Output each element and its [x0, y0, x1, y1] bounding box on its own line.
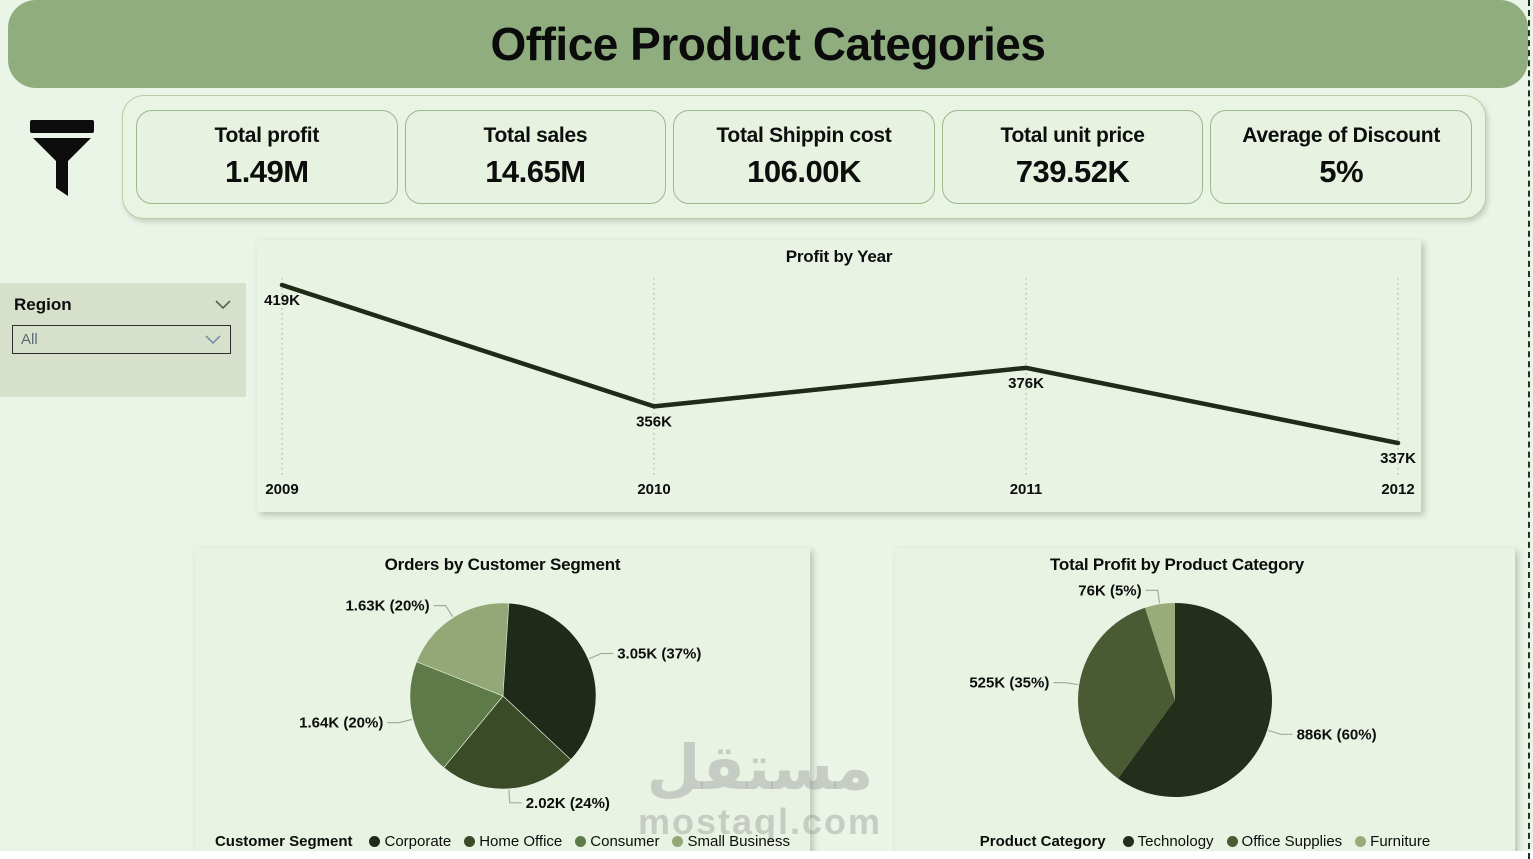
- legend-item-label: Furniture: [1370, 833, 1431, 850]
- legend-color-dot: [464, 836, 476, 847]
- x-axis-tick-label: 2012: [1381, 481, 1414, 498]
- pie-slice-label: 3.05K (37%): [617, 646, 701, 663]
- pie-slice-label: 2.02K (24%): [526, 795, 610, 812]
- legend-item-office-supplies[interactable]: Office Supplies: [1226, 833, 1343, 850]
- legend-title: Customer Segment: [214, 833, 353, 850]
- region-dropdown[interactable]: All: [12, 325, 231, 354]
- kpi-value: 14.65M: [485, 154, 586, 189]
- pie-chart-plot: 886K (60%) 525K (35%) 76K (5%): [969, 582, 1377, 797]
- legend-item-label: Home Office: [479, 833, 563, 850]
- page-selection-dashed-border: [1528, 0, 1530, 859]
- kpi-total-sales: Total sales 14.65M: [404, 110, 667, 204]
- kpi-label: Total sales: [483, 124, 588, 147]
- kpi-total-shipping-cost: Total Shippin cost 106.00K: [673, 110, 935, 204]
- kpi-value: 1.49M: [224, 154, 309, 189]
- pie-slice-label: 76K (5%): [1078, 582, 1141, 599]
- pie-slice-consumer[interactable]: [409, 661, 504, 769]
- profit-by-year-chart[interactable]: Profit by Year 419K 2009 356K 2010 376K 2011 3…: [257, 240, 1421, 512]
- profit-line-series: [279, 282, 1401, 446]
- kpi-label: Average of Discount: [1242, 124, 1441, 147]
- data-label: 356K: [636, 413, 672, 430]
- pie-chart-title: Total Profit by Product Category: [1050, 555, 1304, 574]
- line-chart-title: Profit by Year: [785, 247, 893, 266]
- legend-color-dot: [1122, 836, 1134, 847]
- pie-chart-plot: 3.05K (37%) 2.02K (24%) 1.64K (20%) 1.63K (…: [299, 598, 701, 812]
- legend-item-small-business[interactable]: Small Business: [672, 833, 790, 850]
- kpi-total-unit-price: Total unit price 739.52K: [941, 110, 1204, 204]
- legend-item-corporate[interactable]: Corporate: [369, 833, 451, 850]
- legend-color-dot: [369, 836, 381, 847]
- pie-chart-title: Orders by Customer Segment: [384, 555, 621, 574]
- pie-slice-office-supplies[interactable]: [1078, 607, 1175, 779]
- dropdown-chevron-down-icon: [205, 334, 221, 344]
- x-axis-tick-label: 2009: [265, 481, 298, 498]
- kpi-value: 5%: [1319, 154, 1364, 189]
- region-slicer: Region All: [0, 283, 246, 397]
- data-label: 419K: [264, 292, 300, 309]
- legend-item-label: Small Business: [687, 833, 791, 850]
- x-axis-tick-label: 2010: [637, 481, 670, 498]
- pie-slice-corporate[interactable]: [502, 602, 597, 761]
- kpi-label: Total profit: [214, 124, 320, 147]
- legend-item-label: Corporate: [384, 833, 452, 850]
- pie-slice-label: 1.64K (20%): [299, 715, 383, 732]
- customer-segment-legend: Customer Segment Corporate Home Office Cons…: [195, 833, 810, 850]
- legend-color-dot: [575, 836, 587, 847]
- label-connector-line: [1053, 682, 1079, 686]
- pie-slice-label: 886K (60%): [1297, 726, 1377, 743]
- pie-slice-technology[interactable]: [1117, 603, 1272, 797]
- region-dropdown-value: All: [21, 331, 38, 348]
- product-category-legend: Product Category Technology Office Supplie…: [895, 833, 1515, 850]
- pie-slice-label: 525K (35%): [969, 675, 1049, 692]
- filter-button[interactable]: [26, 114, 98, 200]
- label-connector-line: [1145, 589, 1161, 604]
- legend-color-dot: [672, 836, 684, 847]
- kpi-strip: Total profit 1.49M Total sales 14.65M To…: [122, 95, 1486, 219]
- label-connector-line: [387, 718, 413, 724]
- legend-color-dot: [1226, 836, 1238, 847]
- slicer-collapse-chevron-down-icon[interactable]: [214, 299, 232, 311]
- kpi-total-profit: Total profit 1.49M: [136, 110, 398, 204]
- total-profit-by-product-category-chart[interactable]: Total Profit by Product Category Product…: [895, 548, 1515, 859]
- label-connector-line: [1268, 729, 1293, 735]
- legend-item-furniture[interactable]: Furniture: [1355, 833, 1430, 850]
- label-connector-line: [508, 789, 522, 804]
- kpi-label: Total Shippin cost: [716, 124, 892, 147]
- canvas-bottom-margin: [0, 851, 1533, 859]
- kpi-value: 739.52K: [1015, 154, 1130, 189]
- legend-item-label: Consumer: [590, 833, 660, 850]
- slicer-title: Region: [14, 295, 72, 314]
- kpi-label: Total unit price: [1000, 124, 1145, 147]
- pie-slice-furniture[interactable]: [1145, 603, 1175, 700]
- x-axis-tick-label: 2011: [1010, 481, 1043, 498]
- page-title: Office Product Categories: [490, 18, 1046, 70]
- label-connector-line: [433, 605, 454, 617]
- orders-by-customer-segment-chart[interactable]: Orders by Customer Segment Customer Segm…: [195, 548, 810, 859]
- pie-slice-home-office[interactable]: [443, 695, 572, 790]
- data-label: 376K: [1008, 375, 1044, 392]
- filter-funnel-icon: [30, 120, 94, 196]
- legend-item-label: Technology: [1137, 833, 1214, 850]
- line-chart-plot: 419K 2009 356K 2010 376K 2011 337K 2012: [264, 278, 1416, 498]
- pie-slice-small-business[interactable]: [416, 602, 510, 697]
- legend-item-label: Office Supplies: [1241, 833, 1343, 850]
- legend-title: Product Category: [979, 833, 1106, 850]
- legend-item-consumer[interactable]: Consumer: [575, 833, 659, 850]
- header-banner: Office Product Categories: [8, 0, 1528, 88]
- kpi-average-discount: Average of Discount 5%: [1210, 110, 1472, 204]
- label-connector-line: [589, 652, 614, 660]
- legend-item-technology[interactable]: Technology: [1122, 833, 1214, 850]
- data-label: 337K: [1380, 450, 1416, 467]
- pie-slice-label: 1.63K (20%): [345, 598, 429, 615]
- legend-color-dot: [1355, 836, 1367, 847]
- legend-item-home-office[interactable]: Home Office: [464, 833, 562, 850]
- kpi-value: 106.00K: [747, 154, 861, 189]
